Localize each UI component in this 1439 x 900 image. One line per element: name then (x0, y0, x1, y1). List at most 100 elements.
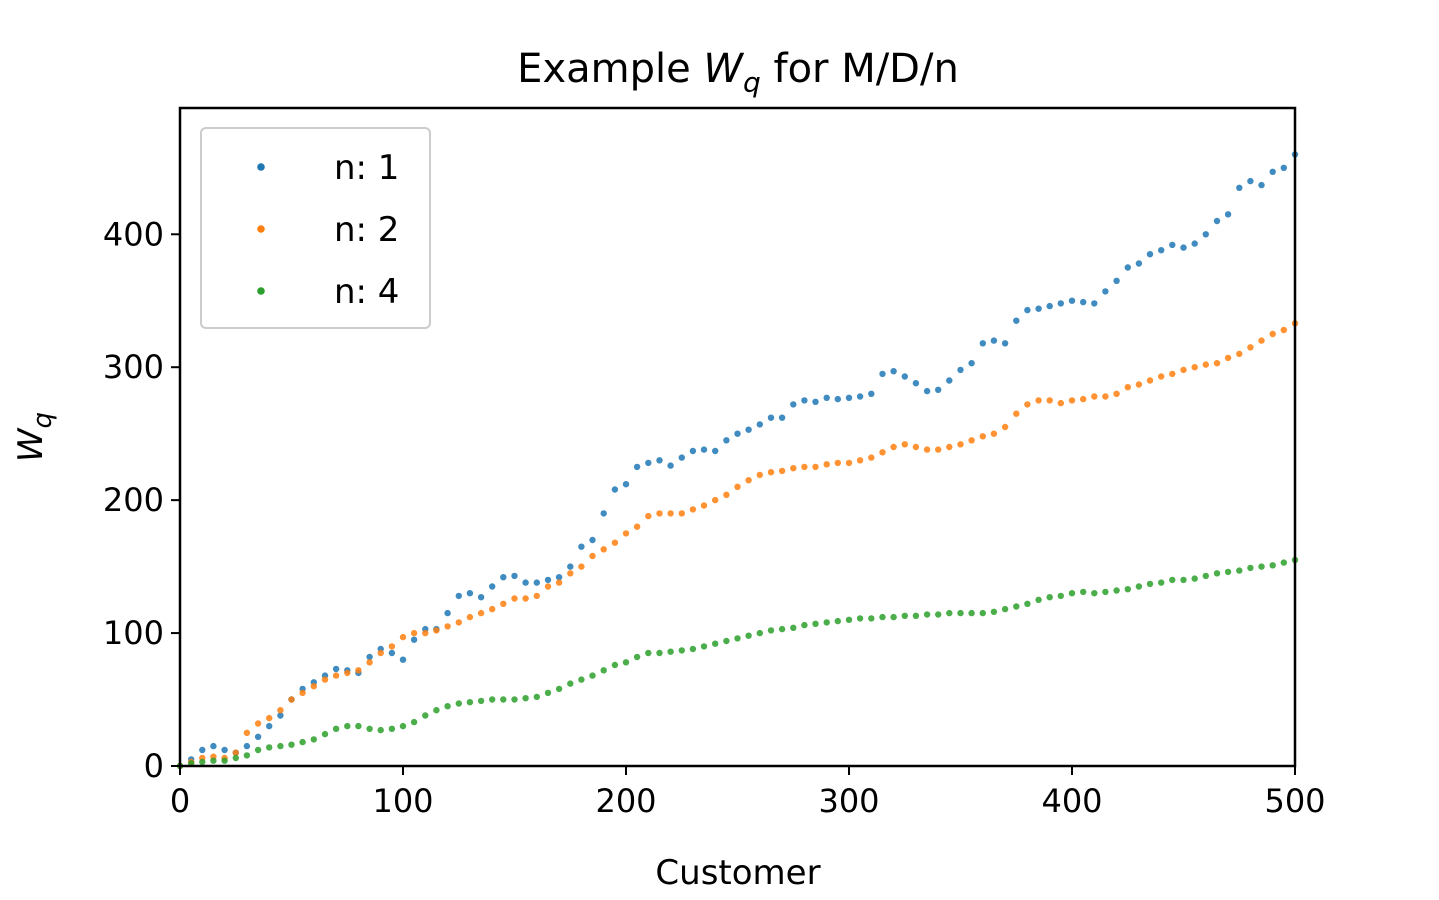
x-axis-title: Customer (655, 853, 820, 893)
data-point (1124, 586, 1132, 593)
data-point (1135, 583, 1143, 590)
data-point (656, 457, 663, 464)
data-point (1135, 260, 1143, 267)
data-point (1091, 393, 1098, 400)
legend-label: n: 4 (334, 272, 399, 312)
data-point (968, 360, 975, 367)
data-point (455, 592, 462, 600)
data-point (578, 563, 585, 570)
data-point (533, 579, 540, 586)
data-point (968, 609, 975, 617)
data-point (790, 624, 797, 631)
data-point (856, 393, 864, 400)
data-point (712, 447, 719, 455)
data-point (1169, 241, 1176, 249)
title-variable: W (703, 46, 744, 92)
data-point (734, 483, 741, 490)
data-point (277, 707, 284, 714)
data-point (310, 736, 317, 743)
data-point (332, 672, 340, 679)
data-point (1001, 423, 1009, 431)
data-point (266, 744, 273, 751)
data-point (1224, 354, 1232, 362)
axis-ticks: 0 100 200 300 400 500 0 100 200 300 400 (103, 215, 1326, 820)
data-point (1035, 596, 1042, 603)
data-point (990, 430, 998, 437)
y-tick-label: 300 (103, 348, 164, 386)
data-point (410, 629, 418, 637)
data-point (890, 613, 897, 621)
data-point (856, 615, 864, 622)
data-point (1001, 605, 1009, 613)
data-point (1024, 306, 1031, 314)
data-point (1013, 410, 1020, 417)
data-point (1202, 231, 1210, 238)
data-point (511, 572, 518, 580)
data-point (355, 667, 362, 674)
data-point (734, 430, 741, 437)
data-point (1258, 337, 1265, 344)
data-point (1046, 302, 1053, 310)
data-point (511, 595, 518, 602)
x-tick-label: 300 (818, 782, 879, 820)
data-point (544, 576, 552, 584)
data-point (1158, 247, 1165, 254)
data-point (812, 620, 819, 627)
data-point (1024, 401, 1031, 408)
data-point (700, 502, 708, 509)
data-point (890, 368, 897, 375)
data-point (667, 648, 674, 655)
y-title-subscript: q (28, 412, 58, 429)
title-prefix: Example (517, 46, 703, 92)
data-point (600, 546, 607, 553)
x-tick-label: 100 (372, 782, 433, 820)
data-point (767, 627, 775, 634)
data-point (210, 742, 217, 750)
x-tick-label: 400 (1041, 782, 1102, 820)
data-point (790, 401, 797, 408)
data-point (990, 608, 998, 615)
data-point (689, 645, 697, 653)
data-point (678, 510, 685, 517)
data-point (489, 696, 496, 703)
data-point (1236, 567, 1243, 574)
data-point (567, 563, 574, 570)
data-point (1213, 217, 1221, 225)
data-point (522, 579, 529, 586)
data-point (723, 437, 730, 444)
data-point (611, 539, 619, 546)
data-point (633, 523, 641, 530)
data-point (455, 619, 462, 626)
data-point (589, 672, 596, 679)
data-point (935, 611, 942, 618)
data-point (723, 637, 730, 645)
data-point (678, 647, 685, 654)
data-point (1169, 370, 1176, 378)
data-point (489, 583, 496, 590)
data-point (1180, 244, 1187, 251)
data-point (555, 579, 563, 586)
data-point (1146, 251, 1154, 258)
data-point (1158, 579, 1165, 586)
data-point (1102, 393, 1109, 400)
data-point (756, 421, 763, 428)
data-point (946, 443, 953, 451)
data-point (879, 613, 886, 621)
data-point (1080, 588, 1087, 596)
data-point (332, 665, 340, 673)
data-point (1068, 297, 1076, 304)
data-point (979, 340, 986, 347)
data-point (567, 680, 574, 687)
data-point (689, 447, 697, 455)
data-point (266, 714, 273, 722)
data-point (477, 609, 485, 617)
x-tick-label: 500 (1264, 782, 1325, 820)
data-point (399, 722, 407, 730)
data-point (667, 510, 674, 517)
legend-marker (257, 225, 265, 233)
data-point (622, 481, 630, 488)
data-point (422, 712, 429, 719)
data-point (778, 467, 786, 475)
data-point (578, 543, 585, 550)
